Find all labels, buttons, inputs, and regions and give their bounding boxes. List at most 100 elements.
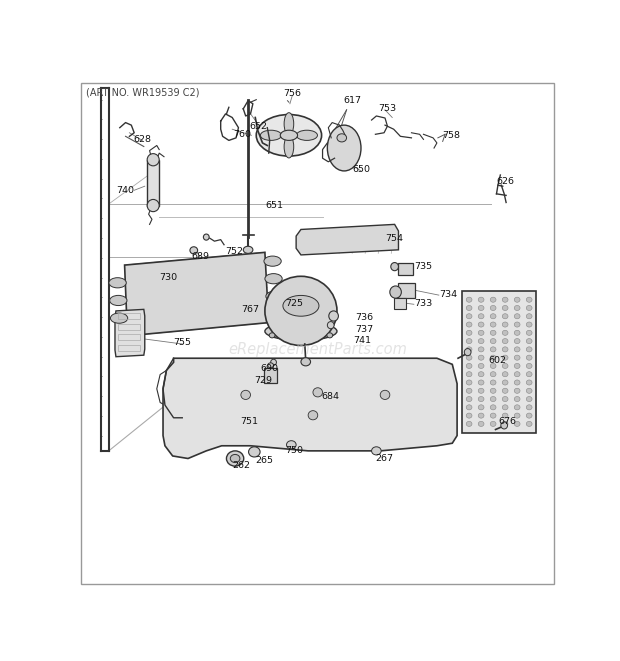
Ellipse shape <box>514 405 520 410</box>
Ellipse shape <box>526 380 532 385</box>
Ellipse shape <box>190 247 198 254</box>
Ellipse shape <box>260 130 281 140</box>
Ellipse shape <box>269 332 275 338</box>
Bar <box>147 160 159 206</box>
Ellipse shape <box>514 355 520 360</box>
Bar <box>399 262 413 275</box>
Ellipse shape <box>514 421 520 426</box>
Ellipse shape <box>478 413 484 418</box>
Ellipse shape <box>490 355 496 360</box>
Ellipse shape <box>283 295 319 316</box>
Text: 741: 741 <box>353 336 371 346</box>
Polygon shape <box>296 224 399 255</box>
Ellipse shape <box>490 330 496 335</box>
Text: 267: 267 <box>375 454 393 463</box>
Ellipse shape <box>514 347 520 352</box>
Text: 755: 755 <box>173 338 191 348</box>
Text: 733: 733 <box>414 299 432 308</box>
Ellipse shape <box>380 390 390 399</box>
Text: 760: 760 <box>234 130 252 139</box>
Bar <box>264 368 277 383</box>
Bar <box>394 298 405 309</box>
Ellipse shape <box>526 322 532 327</box>
Ellipse shape <box>514 413 520 418</box>
Ellipse shape <box>526 421 532 426</box>
Ellipse shape <box>264 256 281 266</box>
Ellipse shape <box>490 405 496 410</box>
Text: 737: 737 <box>355 325 373 334</box>
Ellipse shape <box>230 454 240 463</box>
Ellipse shape <box>526 355 532 360</box>
Bar <box>118 313 141 319</box>
Ellipse shape <box>502 405 508 410</box>
Ellipse shape <box>514 330 520 335</box>
Ellipse shape <box>110 313 128 323</box>
Ellipse shape <box>478 355 484 360</box>
Ellipse shape <box>327 125 361 171</box>
Ellipse shape <box>526 397 532 402</box>
Ellipse shape <box>490 314 496 319</box>
Text: 736: 736 <box>355 313 373 322</box>
Text: 750: 750 <box>285 446 303 455</box>
Ellipse shape <box>466 297 472 302</box>
Ellipse shape <box>478 297 484 302</box>
Ellipse shape <box>502 421 508 426</box>
Text: 725: 725 <box>285 299 303 308</box>
Ellipse shape <box>514 397 520 402</box>
Ellipse shape <box>271 360 277 366</box>
Ellipse shape <box>313 388 322 397</box>
Ellipse shape <box>478 330 484 335</box>
Ellipse shape <box>466 355 472 360</box>
Polygon shape <box>125 253 268 336</box>
Text: 676: 676 <box>498 417 516 426</box>
Text: 753: 753 <box>378 104 396 113</box>
Ellipse shape <box>478 388 484 393</box>
Ellipse shape <box>478 397 484 402</box>
Ellipse shape <box>490 305 496 311</box>
Ellipse shape <box>256 114 322 156</box>
Ellipse shape <box>502 305 508 311</box>
Text: 651: 651 <box>265 201 283 210</box>
Ellipse shape <box>526 305 532 311</box>
Ellipse shape <box>490 322 496 327</box>
Ellipse shape <box>514 297 520 302</box>
Ellipse shape <box>284 136 294 158</box>
Polygon shape <box>115 309 145 357</box>
Ellipse shape <box>296 130 317 140</box>
Ellipse shape <box>526 297 532 302</box>
Ellipse shape <box>514 364 520 368</box>
Text: 752: 752 <box>226 247 244 256</box>
Ellipse shape <box>265 274 282 284</box>
Text: 265: 265 <box>255 455 273 465</box>
Bar <box>118 324 141 330</box>
Ellipse shape <box>337 134 347 142</box>
Ellipse shape <box>110 295 127 305</box>
Polygon shape <box>163 358 457 459</box>
Ellipse shape <box>502 330 508 335</box>
Ellipse shape <box>241 390 250 399</box>
Text: eReplacementParts.com: eReplacementParts.com <box>228 342 407 356</box>
Ellipse shape <box>502 397 508 402</box>
Ellipse shape <box>478 405 484 410</box>
Ellipse shape <box>327 322 334 329</box>
Ellipse shape <box>466 371 472 377</box>
Ellipse shape <box>226 451 244 466</box>
Text: 730: 730 <box>159 273 177 282</box>
Ellipse shape <box>284 112 294 135</box>
Text: 758: 758 <box>443 131 461 140</box>
Text: 690: 690 <box>260 364 278 373</box>
Ellipse shape <box>109 278 126 288</box>
Text: 628: 628 <box>133 135 151 144</box>
Text: 684: 684 <box>322 393 340 401</box>
Text: 754: 754 <box>385 233 403 243</box>
Ellipse shape <box>466 405 472 410</box>
Ellipse shape <box>466 413 472 418</box>
Ellipse shape <box>466 397 472 402</box>
Ellipse shape <box>265 276 337 346</box>
Text: 617: 617 <box>343 97 361 105</box>
Text: (ART NO. WR19539 C2): (ART NO. WR19539 C2) <box>86 87 200 97</box>
Ellipse shape <box>490 347 496 352</box>
Ellipse shape <box>502 371 508 377</box>
Ellipse shape <box>490 397 496 402</box>
Ellipse shape <box>147 200 159 212</box>
